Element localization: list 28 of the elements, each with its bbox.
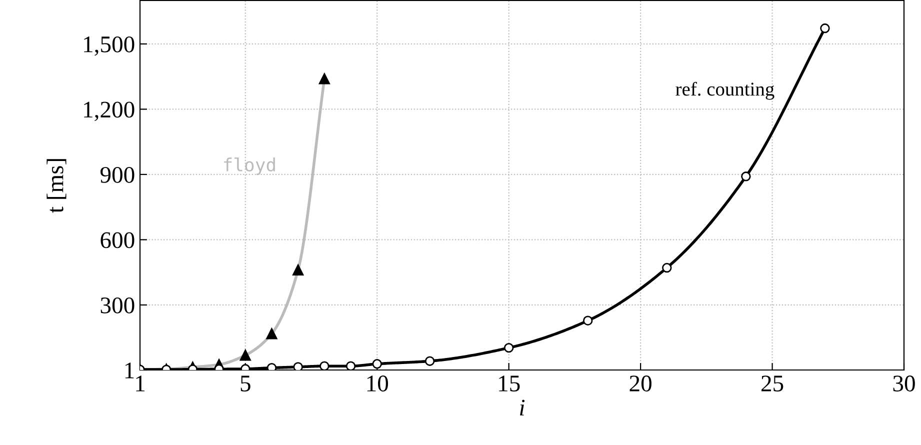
point	[424, 356, 435, 366]
point	[293, 362, 303, 370]
point	[662, 262, 672, 273]
point	[320, 361, 330, 370]
y-tick-label: 900	[100, 166, 134, 183]
y-axis-title: t [ms]	[46, 159, 66, 213]
point	[583, 316, 593, 326]
y-tick-label: 1,500	[84, 36, 134, 56]
x-tick-label: 25	[762, 376, 784, 392]
point	[741, 172, 751, 182]
y-tick-label: 600	[100, 232, 134, 248]
y-tick-label: 1,200	[84, 102, 134, 122]
point	[266, 362, 277, 370]
y-tick-label: 300	[100, 297, 134, 314]
point	[504, 342, 514, 353]
text: floyd	[224, 157, 275, 176]
point	[346, 361, 356, 370]
x-tick-label: 15	[499, 376, 520, 392]
y-tick-label: 1	[125, 362, 134, 378]
x-tick-label: 1	[136, 376, 144, 392]
x-tick-label: 5	[240, 376, 250, 392]
point	[372, 359, 382, 369]
series-label: ref. counting	[676, 82, 774, 100]
x-axis-title: i	[520, 400, 525, 416]
x-tick-label: 10	[367, 376, 388, 392]
point	[820, 23, 830, 34]
x-tick-label: 30	[893, 376, 915, 392]
x-tick-label: 20	[630, 376, 652, 392]
